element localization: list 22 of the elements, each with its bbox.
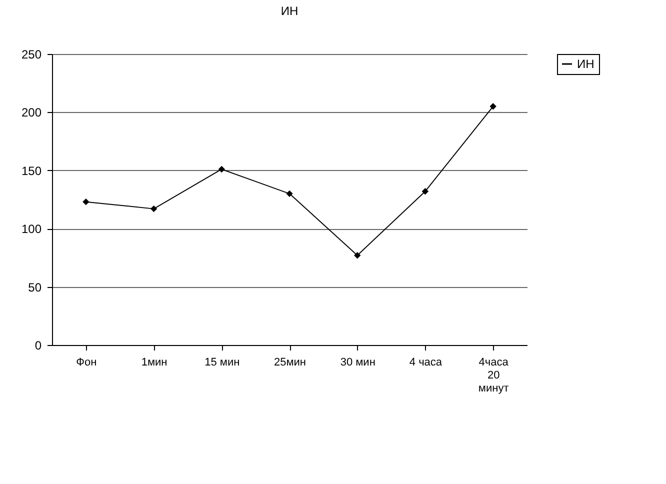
x-tick-label: 15 мин	[204, 356, 240, 368]
y-tick-label: 150	[21, 164, 42, 178]
chart-title: ИН	[280, 4, 298, 18]
y-tick-label: 250	[21, 48, 42, 62]
x-tick-label: 30 мин	[340, 356, 376, 368]
x-tick-label: 4 часа	[409, 356, 443, 368]
x-tick-label: Фон	[76, 356, 97, 368]
y-tick-label: 200	[21, 106, 42, 120]
x-tick-label: 1мин	[141, 356, 168, 368]
legend-label: ИН	[577, 57, 594, 71]
x-tick-label: 25мин	[274, 356, 306, 368]
y-tick-label: 100	[21, 222, 42, 236]
x-tick-label: 4часа 20 минут	[478, 356, 510, 394]
point	[286, 190, 293, 198]
y-tick-label: 50	[28, 280, 42, 294]
point	[150, 205, 158, 212]
y-tick-label: 0	[34, 338, 42, 352]
point	[82, 198, 90, 206]
point	[218, 166, 225, 173]
point	[490, 103, 496, 110]
point	[354, 252, 361, 259]
point	[422, 188, 429, 195]
